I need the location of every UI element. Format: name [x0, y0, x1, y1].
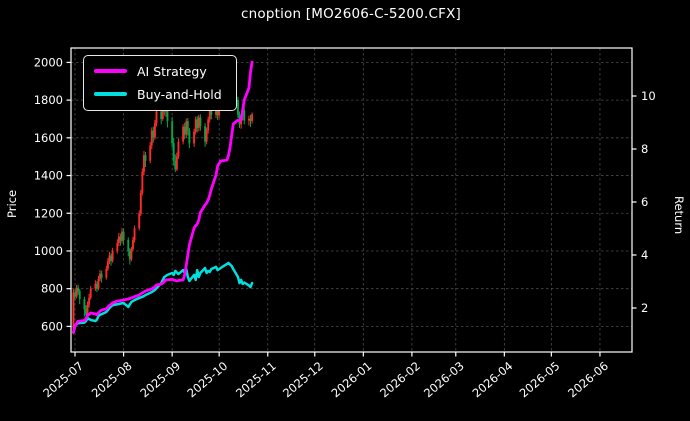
svg-text:2026-06: 2026-06 — [565, 359, 611, 401]
ai-strategy-legend-label: AI Strategy — [137, 63, 207, 79]
buy-and-hold-line — [72, 261, 254, 334]
buy-and-hold-line-swatch — [94, 92, 127, 96]
svg-text:1800: 1800 — [34, 93, 63, 107]
svg-text:2026-01: 2026-01 — [329, 359, 375, 401]
x-axis-ticks: 2025-07 2025-08 2025-09 2025-10 2025-11 2025-… — [40, 352, 611, 400]
legend: AI Strategy Buy-and-Hold — [83, 55, 237, 111]
svg-text:2026-04: 2026-04 — [470, 359, 516, 401]
svg-text:2026-05: 2026-05 — [517, 359, 563, 401]
svg-text:1600: 1600 — [34, 131, 63, 145]
svg-text:10: 10 — [641, 89, 656, 103]
svg-text:600: 600 — [41, 319, 63, 333]
return-axis-label: Return — [672, 196, 686, 235]
svg-text:2026-02: 2026-02 — [377, 359, 423, 401]
svg-text:1000: 1000 — [34, 244, 63, 258]
right-axis-ticks: 2 4 6 8 10 — [632, 89, 656, 315]
ai-strategy-line — [72, 60, 254, 334]
svg-text:6: 6 — [641, 195, 648, 209]
svg-text:2026-03: 2026-03 — [421, 359, 467, 401]
svg-text:2025-12: 2025-12 — [280, 359, 326, 401]
ai-strategy-line-swatch — [94, 69, 127, 73]
svg-text:1200: 1200 — [34, 206, 63, 220]
legend-item-buy-and-hold: Buy-and-Hold — [94, 85, 222, 103]
svg-text:2025-11: 2025-11 — [233, 359, 279, 401]
legend-item-ai-strategy: AI Strategy — [94, 62, 222, 80]
svg-text:8: 8 — [641, 142, 648, 156]
svg-text:800: 800 — [41, 282, 63, 296]
svg-text:1400: 1400 — [34, 169, 63, 183]
svg-text:2025-07: 2025-07 — [40, 359, 86, 401]
svg-text:2025-08: 2025-08 — [89, 359, 135, 401]
svg-text:2025-09: 2025-09 — [137, 359, 183, 401]
svg-text:2000: 2000 — [34, 55, 63, 69]
svg-text:2025-10: 2025-10 — [184, 359, 230, 401]
left-axis-ticks: 600 800 1000 1200 1400 1600 1800 2000 — [34, 55, 71, 333]
chart-title: cnoption [MO2606-C-5200.CFX] — [241, 6, 461, 22]
grid — [71, 48, 632, 352]
svg-text:2: 2 — [641, 301, 648, 315]
buy-and-hold-legend-label: Buy-and-Hold — [137, 86, 222, 102]
svg-text:4: 4 — [641, 248, 648, 262]
price-axis-label: Price — [5, 189, 19, 218]
plot-border — [70, 47, 633, 353]
